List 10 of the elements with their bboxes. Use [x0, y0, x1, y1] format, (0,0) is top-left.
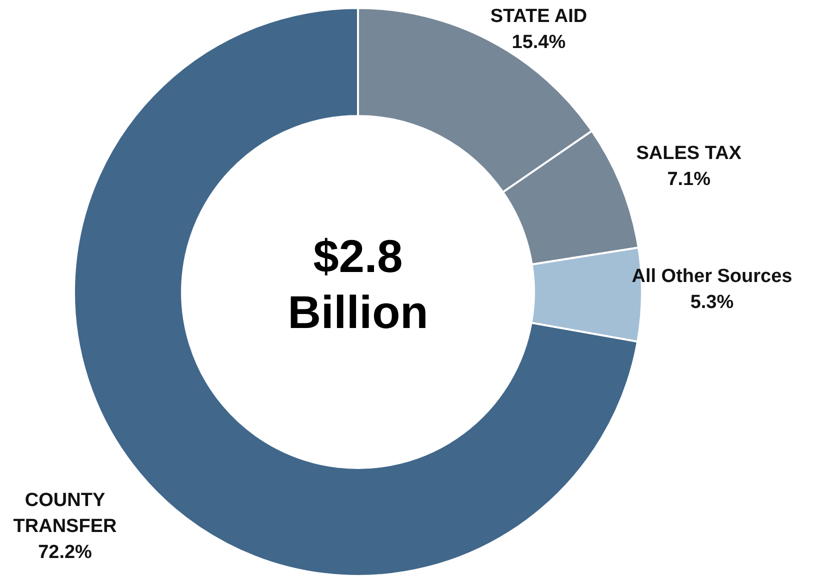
- slice-label: All Other Sources: [632, 266, 792, 288]
- slice-label: COUNTY TRANSFER: [13, 490, 117, 537]
- data-label: 72.2%: [38, 542, 92, 563]
- text: Billion: [288, 286, 428, 338]
- data-label: 5.3%: [690, 292, 734, 314]
- data-label: 7.1%: [667, 168, 711, 190]
- slice-label: STATE AID: [490, 6, 588, 27]
- slice-label: SALES TAX: [636, 142, 742, 164]
- text: $2.8: [313, 230, 403, 282]
- data-label: 15.4%: [512, 32, 566, 53]
